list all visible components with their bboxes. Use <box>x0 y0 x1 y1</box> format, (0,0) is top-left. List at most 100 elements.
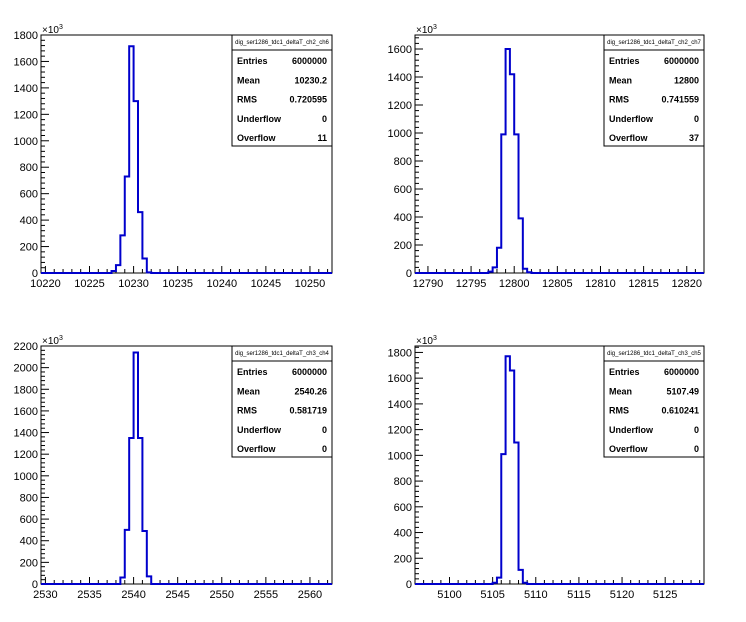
x-tick-label: 2555 <box>254 589 278 601</box>
x-tick-label: 5100 <box>437 589 461 601</box>
y-tick-label: 1600 <box>14 56 38 68</box>
histogram-bin <box>510 370 514 584</box>
x-tick-label: 12800 <box>499 278 530 290</box>
y-tick-label: 2000 <box>14 363 38 375</box>
histogram-bin <box>493 583 497 584</box>
y-exponent-label: ×103 <box>42 24 63 36</box>
x-tick-label: 5105 <box>480 589 504 601</box>
x-tick-label: 10235 <box>162 278 193 290</box>
stats-label: RMS <box>237 406 257 416</box>
y-tick-label: 1400 <box>388 72 412 84</box>
y-multiplier: ×10 <box>416 336 433 347</box>
stats-value: 37 <box>689 133 699 143</box>
x-tick-label: 12810 <box>585 278 616 290</box>
histogram-panel-4: 0 200 400 600 800 1000 1200 1400 1600 1800 5100 510… <box>388 335 705 601</box>
stats-label: Overflow <box>609 133 649 143</box>
stats-value: 0 <box>694 425 699 435</box>
stats-value: 11 <box>317 133 327 143</box>
histogram-bin <box>523 583 527 584</box>
y-tick-label: 2200 <box>14 341 38 353</box>
stats-label: Overflow <box>609 444 649 454</box>
histogram-bin <box>501 454 505 584</box>
y-exponent: 3 <box>59 335 63 342</box>
stats-title: dig_ser1286_tdc1_deltaT_ch3_ch4 <box>235 351 329 357</box>
stats-label: Overflow <box>237 133 277 143</box>
histogram-bin <box>120 578 124 584</box>
stats-value: 10230.2 <box>294 75 327 85</box>
y-multiplier: ×10 <box>416 25 433 36</box>
y-tick-label: 400 <box>394 528 412 540</box>
y-tick-label: 400 <box>20 215 38 227</box>
histogram-line <box>41 351 332 585</box>
histogram-bin <box>120 235 124 273</box>
y-tick-label: 1200 <box>14 109 38 121</box>
stats-title: dig_ser1286_tdc1_deltaT_ch3_ch5 <box>607 351 701 357</box>
stats-box: dig_ser1286_tdc1_deltaT_ch2_ch6 Entries 60… <box>231 34 333 147</box>
histogram-bin <box>125 530 129 584</box>
y-tick-label: 800 <box>394 476 412 488</box>
y-exponent-label: ×103 <box>416 335 437 347</box>
histogram-bin <box>527 272 531 273</box>
histogram-bin <box>142 531 146 584</box>
histogram-bin <box>116 265 120 273</box>
histogram-panel-1: 0 200 400 600 800 1000 1200 1400 1600 1800 10220 10… <box>14 24 333 290</box>
y-tick-label: 1800 <box>14 30 38 42</box>
histogram-panel-2: 0 200 400 600 800 1000 1200 1400 1600 12790 12795 1… <box>388 24 705 290</box>
histogram-bin <box>134 101 138 273</box>
histogram-bin <box>497 248 501 273</box>
y-tick-label: 1600 <box>388 373 412 385</box>
stats-value: 0.720595 <box>289 95 327 105</box>
histogram-bin <box>129 438 133 584</box>
stats-value: 0.741559 <box>661 95 699 105</box>
y-tick-label: 1000 <box>14 136 38 148</box>
histogram-bin <box>488 272 492 273</box>
y-tick-label: 1600 <box>14 406 38 418</box>
y-tick-label: 1000 <box>14 471 38 483</box>
histogram-bin <box>497 578 501 584</box>
histogram-bin <box>501 134 505 273</box>
stats-box-frame <box>231 34 333 147</box>
stats-value: 6000000 <box>292 367 327 377</box>
y-tick-label: 600 <box>394 502 412 514</box>
stats-value: 0 <box>322 425 327 435</box>
stats-value: 0 <box>322 114 327 124</box>
histogram-bin <box>138 212 142 273</box>
x-tick-label: 5115 <box>567 589 591 601</box>
histogram-bin <box>519 570 523 584</box>
histogram-bin <box>506 356 510 584</box>
y-exponent: 3 <box>59 24 63 31</box>
x-tick-label: 2535 <box>77 589 101 601</box>
x-tick-label: 2530 <box>33 589 57 601</box>
stats-label: Mean <box>237 75 260 85</box>
y-tick-label: 1800 <box>388 347 412 359</box>
x-tick-label: 12790 <box>413 278 444 290</box>
stats-label: Entries <box>609 367 640 377</box>
stats-box: dig_ser1286_tdc1_deltaT_ch2_ch7 Entries 60… <box>603 34 705 147</box>
stats-box-frame <box>603 345 705 458</box>
y-tick-label: 200 <box>20 557 38 569</box>
y-tick-label: 800 <box>394 156 412 168</box>
y-tick-label: 0 <box>32 579 38 591</box>
y-tick-label: 1200 <box>14 449 38 461</box>
y-tick-label: 1800 <box>14 384 38 396</box>
stats-label: RMS <box>609 95 629 105</box>
x-tick-label: 5120 <box>610 589 634 601</box>
stats-value: 0.610241 <box>661 406 699 416</box>
y-tick-label: 1400 <box>14 83 38 95</box>
y-exponent-label: ×103 <box>42 335 63 347</box>
stats-value: 6000000 <box>292 56 327 66</box>
stats-title: dig_ser1286_tdc1_deltaT_ch2_ch7 <box>607 40 701 46</box>
y-tick-label: 0 <box>32 268 38 280</box>
x-tick-label: 12815 <box>628 278 659 290</box>
y-tick-label: 1200 <box>388 100 412 112</box>
y-tick-label: 1400 <box>14 428 38 440</box>
y-exponent: 3 <box>433 24 437 31</box>
histogram-bin <box>125 176 129 273</box>
y-tick-label: 0 <box>406 579 412 591</box>
y-tick-label: 200 <box>20 242 38 254</box>
stats-value: 12800 <box>674 75 699 85</box>
stats-label: Mean <box>237 386 260 396</box>
y-tick-label: 400 <box>394 212 412 224</box>
stats-label: Mean <box>609 75 632 85</box>
y-exponent-label: ×103 <box>416 24 437 36</box>
